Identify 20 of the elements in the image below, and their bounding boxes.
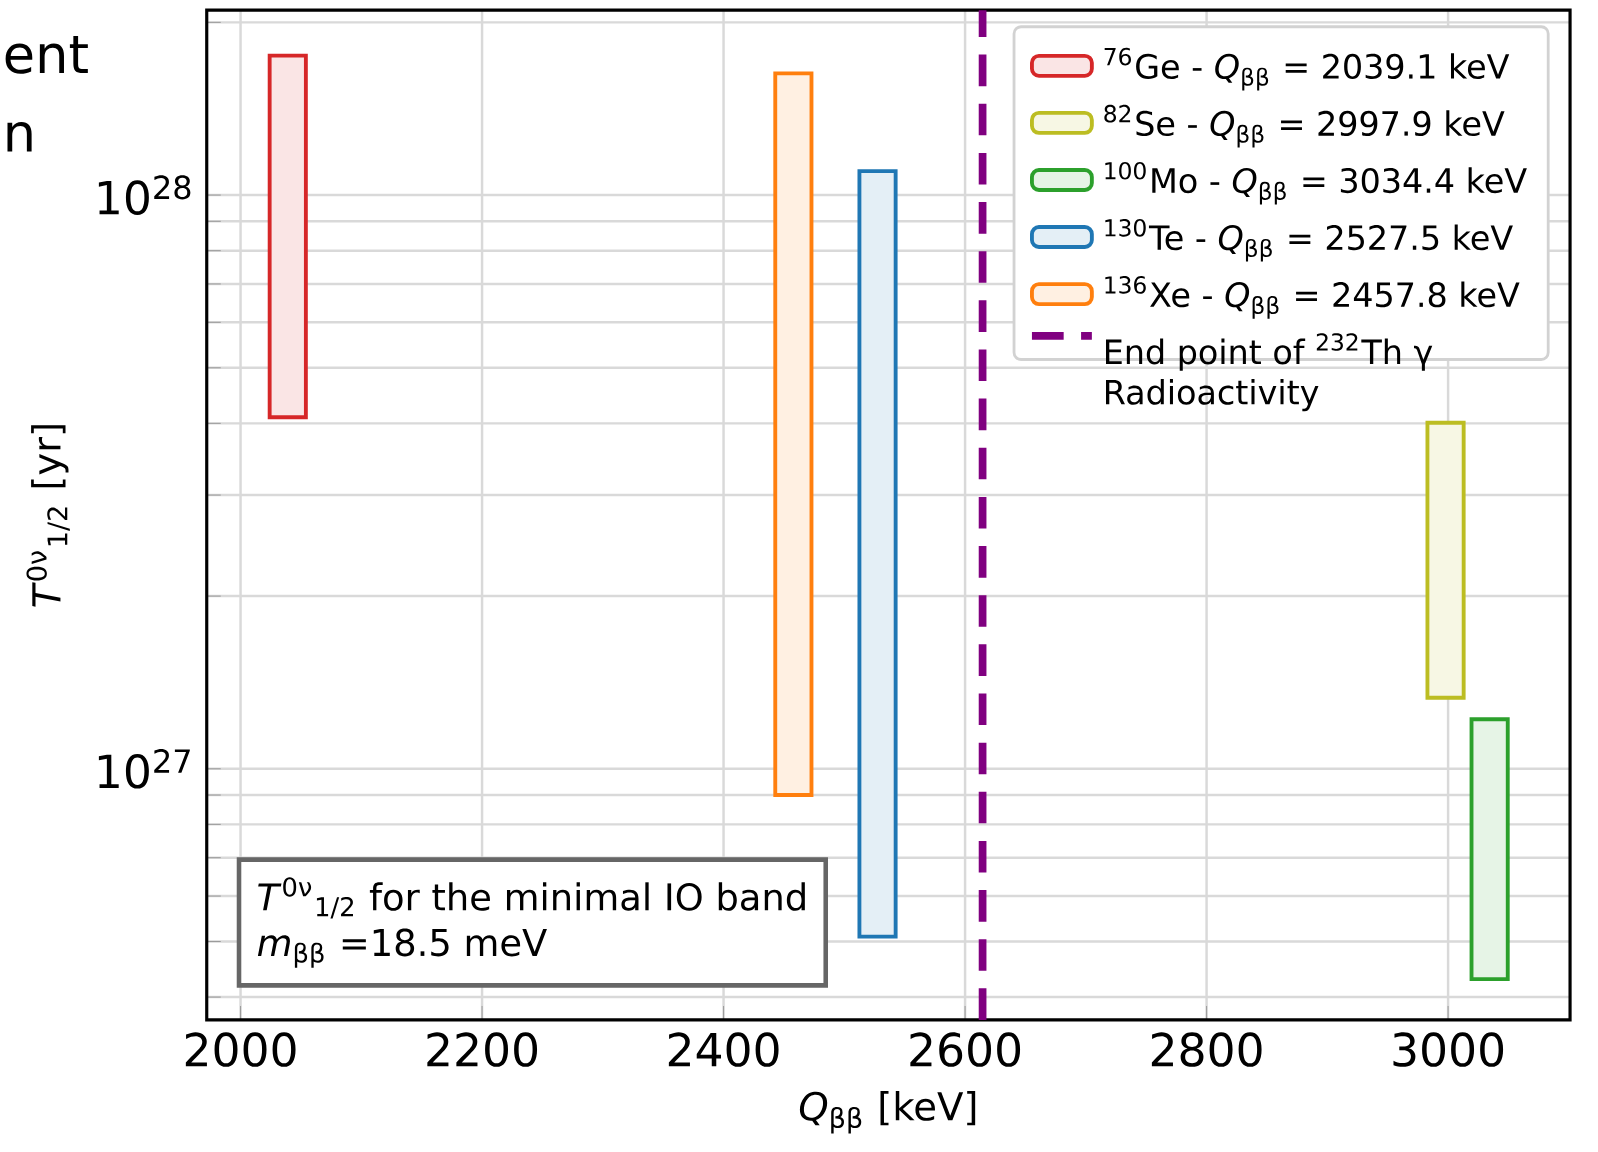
y-tick-label: 10$^{28}$ bbox=[98, 175, 191, 215]
legend-label: $^{76}$Ge - Q$_{ββ}$ = 2039.1 keV bbox=[1104, 47, 1510, 91]
legend-label: $^{82}$Se - Q$_{ββ}$ = 2997.9 keV bbox=[1104, 104, 1505, 148]
annotation: T$^{0ν}$$_{1/2}$ for the minimal IO band bbox=[258, 877, 805, 919]
x-axis-title: Q$_{ββ}$ [keV] bbox=[799, 1090, 976, 1134]
x-tick-label: 2000 bbox=[185, 1032, 296, 1067]
legend-label: $^{136}$Xe - Q$_{ββ}$ = 2457.8 keV bbox=[1105, 276, 1520, 319]
text: ent bbox=[5, 36, 88, 74]
x-tick-label: 2600 bbox=[910, 1032, 1021, 1067]
text: n bbox=[7, 122, 32, 152]
x-tick-label: 2800 bbox=[1151, 1032, 1262, 1067]
y-tick-label: 10$^{27}$ bbox=[98, 749, 190, 789]
y-axis-title: T$^{0ν}$$_{1/2}$ [yr] bbox=[26, 425, 70, 607]
x-tick-label: 3000 bbox=[1393, 1032, 1504, 1067]
annotation: m$_{ββ}$ =18.5 meV bbox=[257, 928, 547, 968]
legend-label: $^{100}$Mo - Q$_{ββ}$ = 3034.4 keV bbox=[1105, 161, 1527, 205]
legend-label: $^{130}$Te - Q$_{ββ}$ = 2527.5 keV bbox=[1105, 219, 1513, 262]
x-tick-label: 2200 bbox=[427, 1032, 538, 1067]
x-tick-label: 2400 bbox=[668, 1032, 779, 1067]
text: End point of $^{232}$Th γ Radioactivity bbox=[1106, 333, 1433, 412]
